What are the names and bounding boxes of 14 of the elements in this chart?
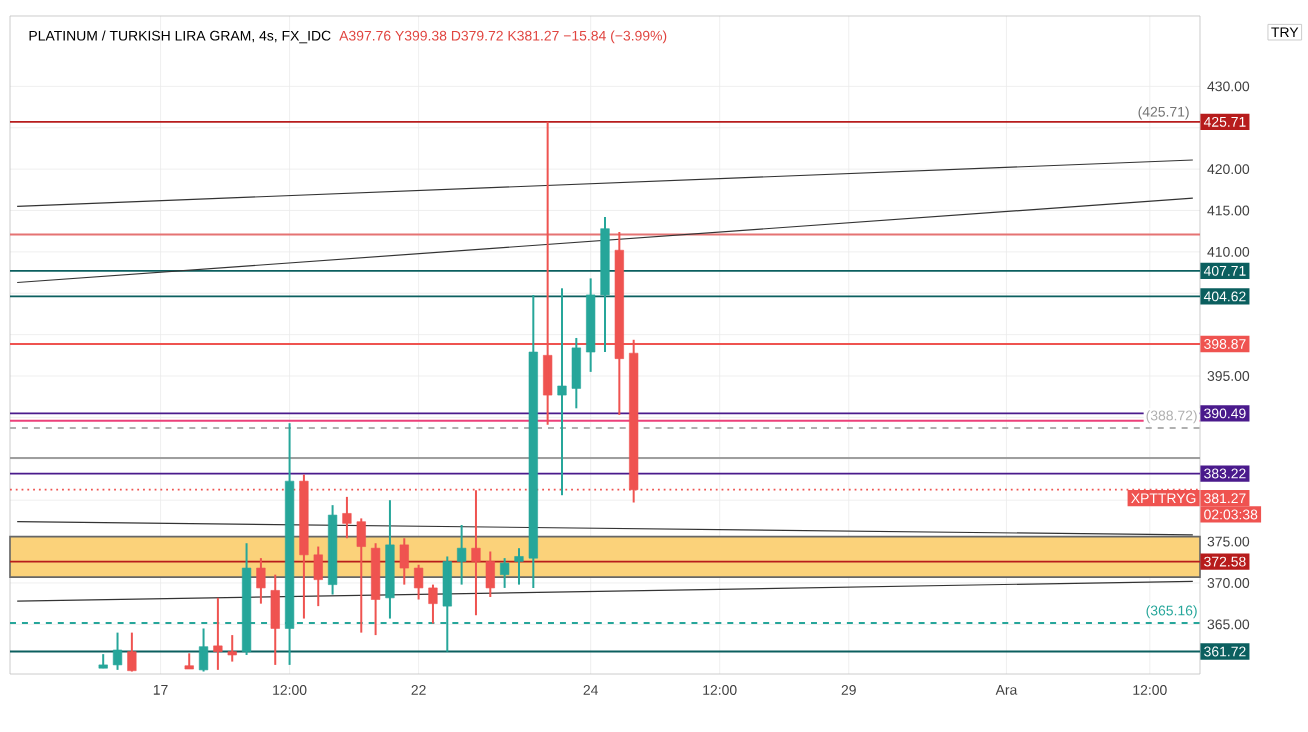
candlestick	[198, 627, 209, 673]
candlestick	[428, 583, 438, 625]
candlestick	[557, 287, 567, 497]
candlestick	[414, 563, 424, 601]
candlestick	[500, 557, 510, 589]
candlestick	[98, 653, 108, 670]
candlestick	[256, 557, 266, 605]
candlestick	[485, 550, 495, 599]
candlestick	[227, 634, 237, 663]
candlestick	[342, 495, 352, 540]
candlestick	[213, 596, 223, 671]
candlestick	[399, 537, 409, 586]
candlestick	[514, 547, 524, 586]
candlestick	[184, 652, 194, 671]
